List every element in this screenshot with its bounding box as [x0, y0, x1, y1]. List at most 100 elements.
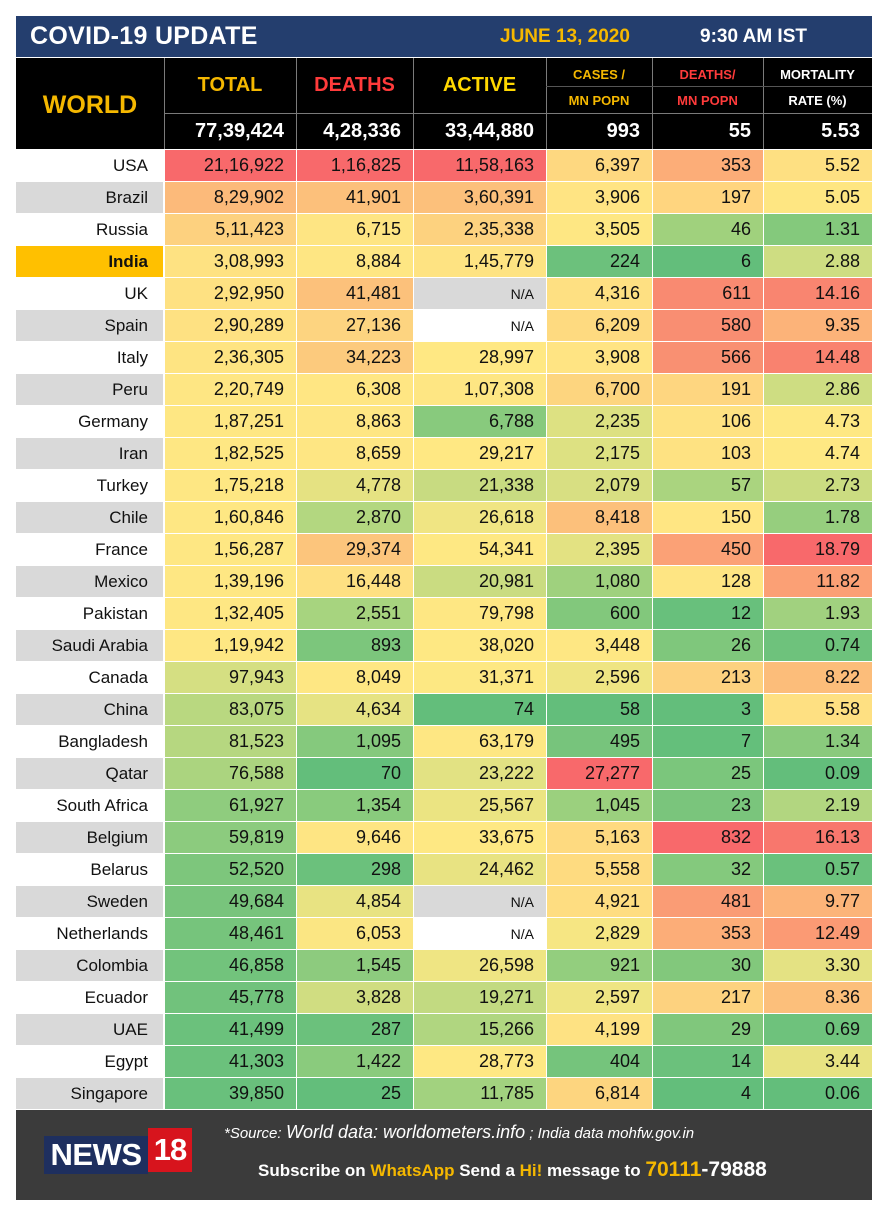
deaths-per-mn-cell: 450 — [653, 534, 763, 565]
deaths-cell: 34,223 — [297, 342, 413, 373]
world-cases-per-mn: 993 — [606, 120, 640, 142]
mortality-cell: 14.16 — [764, 278, 872, 309]
world-total: 77,39,424 — [195, 120, 284, 142]
table-row: Russia 5,11,423 6,715 2,35,338 3,505 46 1.31 — [16, 214, 872, 246]
deaths-cell: 8,049 — [297, 662, 413, 693]
country-name: Colombia — [16, 950, 163, 981]
column-divider — [296, 58, 297, 149]
subscribe-number-1: 70111 — [645, 1158, 702, 1181]
mortality-cell: 0.57 — [764, 854, 872, 885]
country-name: Brazil — [16, 182, 163, 213]
active-cell: 23,222 — [414, 758, 546, 789]
mortality-cell: 5.52 — [764, 150, 872, 181]
cases-per-mn-cell: 495 — [547, 726, 652, 757]
deaths-cell: 4,778 — [297, 470, 413, 501]
column-header-active: ACTIVE — [442, 74, 517, 96]
country-name: Pakistan — [16, 598, 163, 629]
cases-per-mn-cell: 224 — [547, 246, 652, 277]
active-cell: 20,981 — [414, 566, 546, 597]
mortality-cell: 4.73 — [764, 406, 872, 437]
country-name: Spain — [16, 310, 163, 341]
column-header-deaths: DEATHS — [314, 74, 395, 96]
mortality-cell: 2.19 — [764, 790, 872, 821]
deaths-cell: 287 — [297, 1014, 413, 1045]
source-world: World data: worldometers.info — [286, 1122, 526, 1142]
cases-per-mn-cell: 3,906 — [547, 182, 652, 213]
cases-per-mn-cell: 6,397 — [547, 150, 652, 181]
total-cell: 39,850 — [165, 1078, 296, 1109]
table-row: Canada 97,943 8,049 31,371 2,596 213 8.22 — [16, 662, 872, 694]
table-row: Qatar 76,588 70 23,222 27,277 25 0.09 — [16, 758, 872, 790]
column-header-deaths-per-mn-line1: DEATHS/ — [679, 66, 736, 82]
active-cell: 33,675 — [414, 822, 546, 853]
column-header-total: TOTAL — [197, 74, 263, 96]
active-cell: 28,773 — [414, 1046, 546, 1077]
column-header-mortality-line2: RATE (%) — [788, 92, 847, 108]
country-name: Peru — [16, 374, 163, 405]
active-cell: 3,60,391 — [414, 182, 546, 213]
page-title: COVID-19 UPDATE — [30, 22, 258, 50]
total-cell: 49,684 — [165, 886, 296, 917]
deaths-per-mn-cell: 197 — [653, 182, 763, 213]
table-row: France 1,56,287 29,374 54,341 2,395 450 18.79 — [16, 534, 872, 566]
deaths-per-mn-cell: 46 — [653, 214, 763, 245]
deaths-cell: 41,481 — [297, 278, 413, 309]
header-row-divider — [164, 113, 872, 114]
deaths-cell: 3,828 — [297, 982, 413, 1013]
deaths-per-mn-cell: 3 — [653, 694, 763, 725]
total-cell: 97,943 — [165, 662, 296, 693]
country-name: Saudi Arabia — [16, 630, 163, 661]
mortality-cell: 18.79 — [764, 534, 872, 565]
country-name: USA — [16, 150, 163, 181]
table-header: WORLD TOTAL DEATHS ACTIVE CASES / MN POP… — [16, 58, 872, 149]
table-row: Ecuador 45,778 3,828 19,271 2,597 217 8.36 — [16, 982, 872, 1014]
cases-per-mn-cell: 4,921 — [547, 886, 652, 917]
country-name: Ecuador — [16, 982, 163, 1013]
table-row: UAE 41,499 287 15,266 4,199 29 0.69 — [16, 1014, 872, 1046]
total-cell: 45,778 — [165, 982, 296, 1013]
active-cell: 2,35,338 — [414, 214, 546, 245]
deaths-cell: 893 — [297, 630, 413, 661]
active-cell: N/A — [414, 278, 546, 309]
deaths-cell: 298 — [297, 854, 413, 885]
table-row: USA 21,16,922 1,16,825 11,58,163 6,397 353 5.5… — [16, 150, 872, 182]
subscribe-text-1: Subscribe on — [258, 1161, 371, 1180]
total-cell: 8,29,902 — [165, 182, 296, 213]
mortality-cell: 4.74 — [764, 438, 872, 469]
country-name: Egypt — [16, 1046, 163, 1077]
deaths-per-mn-cell: 353 — [653, 150, 763, 181]
deaths-per-mn-cell: 25 — [653, 758, 763, 789]
deaths-cell: 9,646 — [297, 822, 413, 853]
deaths-cell: 4,634 — [297, 694, 413, 725]
subscribe-hi: Hi! — [519, 1161, 543, 1180]
deaths-cell: 25 — [297, 1078, 413, 1109]
table-row: Colombia 46,858 1,545 26,598 921 30 3.30 — [16, 950, 872, 982]
total-cell: 1,75,218 — [165, 470, 296, 501]
country-name: Chile — [16, 502, 163, 533]
subscribe-whatsapp: WhatsApp — [370, 1161, 455, 1180]
world-deaths: 4,28,336 — [323, 120, 401, 142]
total-cell: 1,19,942 — [165, 630, 296, 661]
deaths-per-mn-cell: 150 — [653, 502, 763, 533]
deaths-cell: 27,136 — [297, 310, 413, 341]
deaths-per-mn-cell: 611 — [653, 278, 763, 309]
deaths-cell: 1,095 — [297, 726, 413, 757]
country-name: France — [16, 534, 163, 565]
news18-logo: NEWS 18 — [44, 1128, 192, 1176]
deaths-per-mn-cell: 832 — [653, 822, 763, 853]
mortality-cell: 8.22 — [764, 662, 872, 693]
country-name: Belgium — [16, 822, 163, 853]
table-row: Belarus 52,520 298 24,462 5,558 32 0.57 — [16, 854, 872, 886]
total-cell: 83,075 — [165, 694, 296, 725]
cases-per-mn-cell: 27,277 — [547, 758, 652, 789]
total-cell: 41,303 — [165, 1046, 296, 1077]
country-name: UK — [16, 278, 163, 309]
total-cell: 1,87,251 — [165, 406, 296, 437]
cases-per-mn-cell: 1,045 — [547, 790, 652, 821]
table-row: Saudi Arabia 1,19,942 893 38,020 3,448 26 0.74 — [16, 630, 872, 662]
cases-per-mn-cell: 3,448 — [547, 630, 652, 661]
deaths-per-mn-cell: 14 — [653, 1046, 763, 1077]
cases-per-mn-cell: 2,175 — [547, 438, 652, 469]
subscribe-number-2: 79888 — [708, 1158, 767, 1181]
country-name: Sweden — [16, 886, 163, 917]
